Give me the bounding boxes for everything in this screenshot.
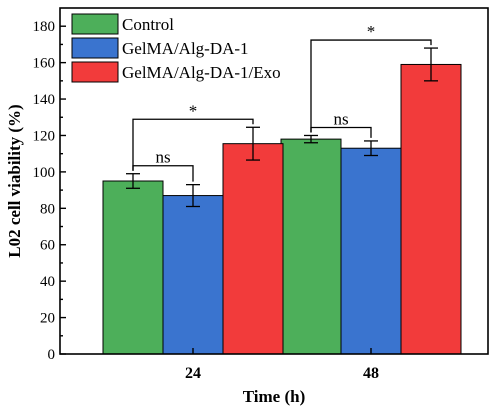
- significance-label: ns: [333, 109, 348, 128]
- significance-layer: ns * ns *: [132, 22, 432, 182]
- significance-label: ns: [155, 148, 170, 167]
- legend: Control GelMA/Alg-DA-1 GelMA/Alg-DA-1/Exo: [71, 13, 281, 83]
- error-bar: [246, 126, 260, 161]
- significance-bracket: *: [310, 22, 432, 133]
- significance-label: *: [367, 22, 376, 41]
- y-tick-label: 40: [40, 274, 55, 290]
- significance-bracket: ns: [132, 148, 194, 182]
- error-bar: [304, 134, 318, 144]
- y-tick-label: 180: [33, 19, 56, 35]
- bar-control-48: [280, 138, 342, 355]
- legend-item: Control: [71, 13, 174, 35]
- significance-bracket: ns: [310, 109, 372, 138]
- x-tick-label: 24: [185, 365, 201, 382]
- axes-layer: 0 20 40 60 80 100 120 140 160 180 24 48: [33, 7, 489, 382]
- y-tick-label: 140: [33, 92, 56, 108]
- error-bar: [364, 140, 378, 157]
- bar-gelma-alg-da-1-24: [162, 195, 224, 355]
- x-tick-label: 48: [363, 365, 379, 382]
- legend-label: Control: [122, 15, 174, 34]
- y-tick-label: 160: [33, 56, 56, 72]
- significance-label: *: [189, 101, 198, 120]
- legend-label: GelMA/Alg-DA-1: [122, 39, 249, 58]
- y-tick-label: 120: [33, 128, 56, 144]
- bar-gelma-alg-da-1-exo-24: [222, 143, 284, 355]
- legend-swatch: [71, 37, 119, 59]
- plot-frame: [59, 7, 489, 355]
- legend-item: GelMA/Alg-DA-1: [71, 37, 249, 59]
- y-tick-label: 20: [40, 311, 55, 327]
- error-bar: [424, 47, 438, 82]
- bar-gelma-alg-da-1-48: [340, 147, 402, 355]
- y-tick-label: 80: [40, 201, 55, 217]
- y-tick-label: 0: [48, 347, 56, 363]
- y-axis-title: L02 cell viability (%): [5, 104, 24, 257]
- y-tick-label: 100: [33, 165, 56, 181]
- legend-label: GelMA/Alg-DA-1/Exo: [122, 63, 281, 82]
- bar-control-24: [102, 180, 164, 355]
- legend-swatch: [71, 13, 119, 35]
- legend-item: GelMA/Alg-DA-1/Exo: [71, 61, 281, 83]
- bar-gelma-alg-da-1-exo-48: [400, 63, 462, 355]
- error-bars-layer: [126, 47, 438, 208]
- error-bar: [186, 183, 200, 208]
- error-bar: [126, 173, 140, 189]
- bars-layer: [102, 63, 462, 355]
- significance-bracket: *: [132, 101, 254, 171]
- legend-swatch: [71, 61, 119, 83]
- x-axis-title: Time (h): [243, 387, 306, 406]
- y-tick-label: 60: [40, 238, 55, 254]
